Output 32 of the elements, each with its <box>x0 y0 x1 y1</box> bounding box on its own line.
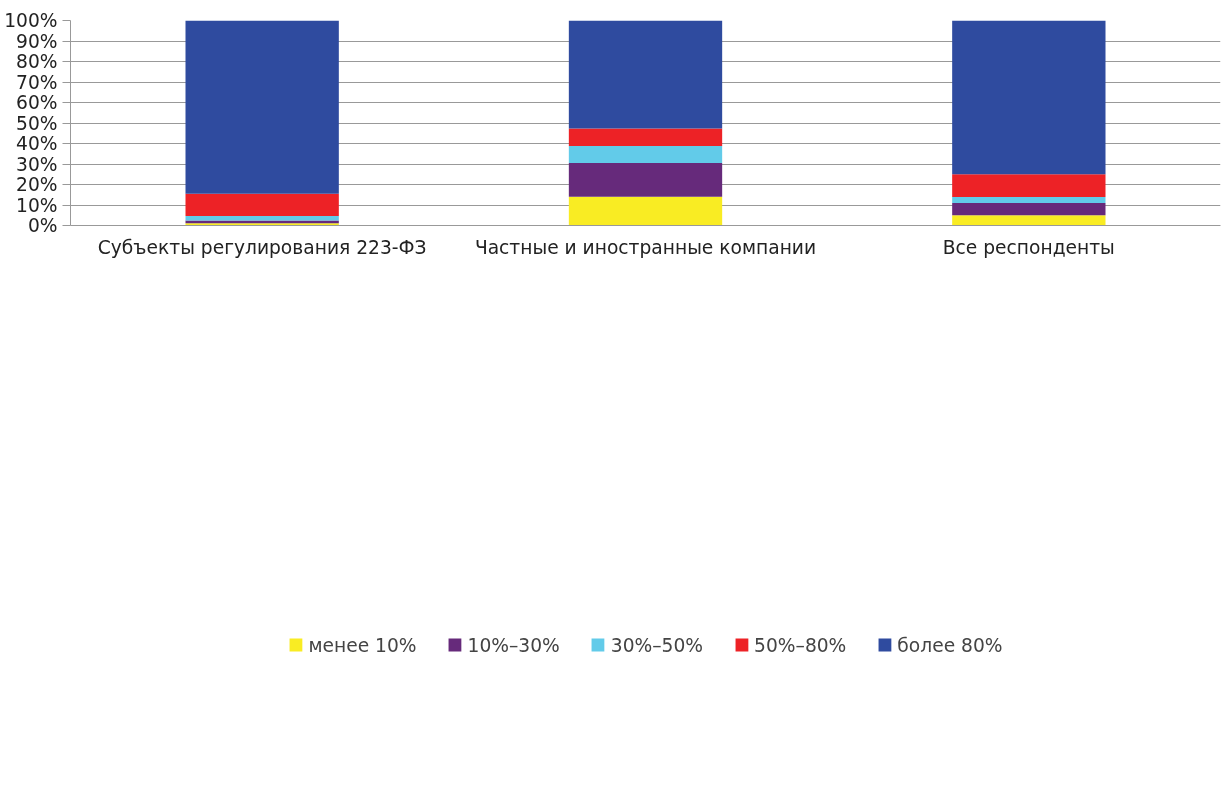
bar <box>952 215 1106 226</box>
bar <box>568 20 723 129</box>
bar <box>568 145 723 163</box>
bar <box>568 162 723 197</box>
legend-label: 50%–80% <box>754 634 847 656</box>
y-tick-label: 90% <box>16 30 58 52</box>
bar <box>952 197 1106 203</box>
y-tick-label: 80% <box>16 51 58 72</box>
y-tick-label: 10% <box>16 194 58 216</box>
y-tick-label: 40% <box>16 133 58 154</box>
y-tick-label: 20% <box>16 174 58 195</box>
x-tick-label: Частные и иностранные компании <box>474 236 817 258</box>
bar <box>952 174 1106 198</box>
x-tick-label: Все респонденты <box>942 236 1115 258</box>
y-tick-label: 50% <box>16 112 58 134</box>
y-tick-label: 30% <box>16 153 58 175</box>
x-tick-label: Субъекты регулирования 223-ФЗ <box>97 236 427 258</box>
legend-label: 30%–50% <box>610 634 704 656</box>
bar <box>952 202 1106 216</box>
y-tick-label: 70% <box>16 71 58 93</box>
legend-label: более 80% <box>897 634 1003 656</box>
bar <box>568 196 723 226</box>
y-tick-label: 100% <box>4 10 58 31</box>
bar <box>952 20 1106 175</box>
bar <box>568 128 723 146</box>
legend-label: менее 10% <box>308 634 417 656</box>
bar <box>185 20 339 194</box>
bar <box>185 216 339 221</box>
y-tick-label: 60% <box>16 92 58 113</box>
legend-label: 10%–30% <box>467 634 560 656</box>
y-tick-label: 0% <box>27 215 58 236</box>
bar <box>185 193 339 217</box>
